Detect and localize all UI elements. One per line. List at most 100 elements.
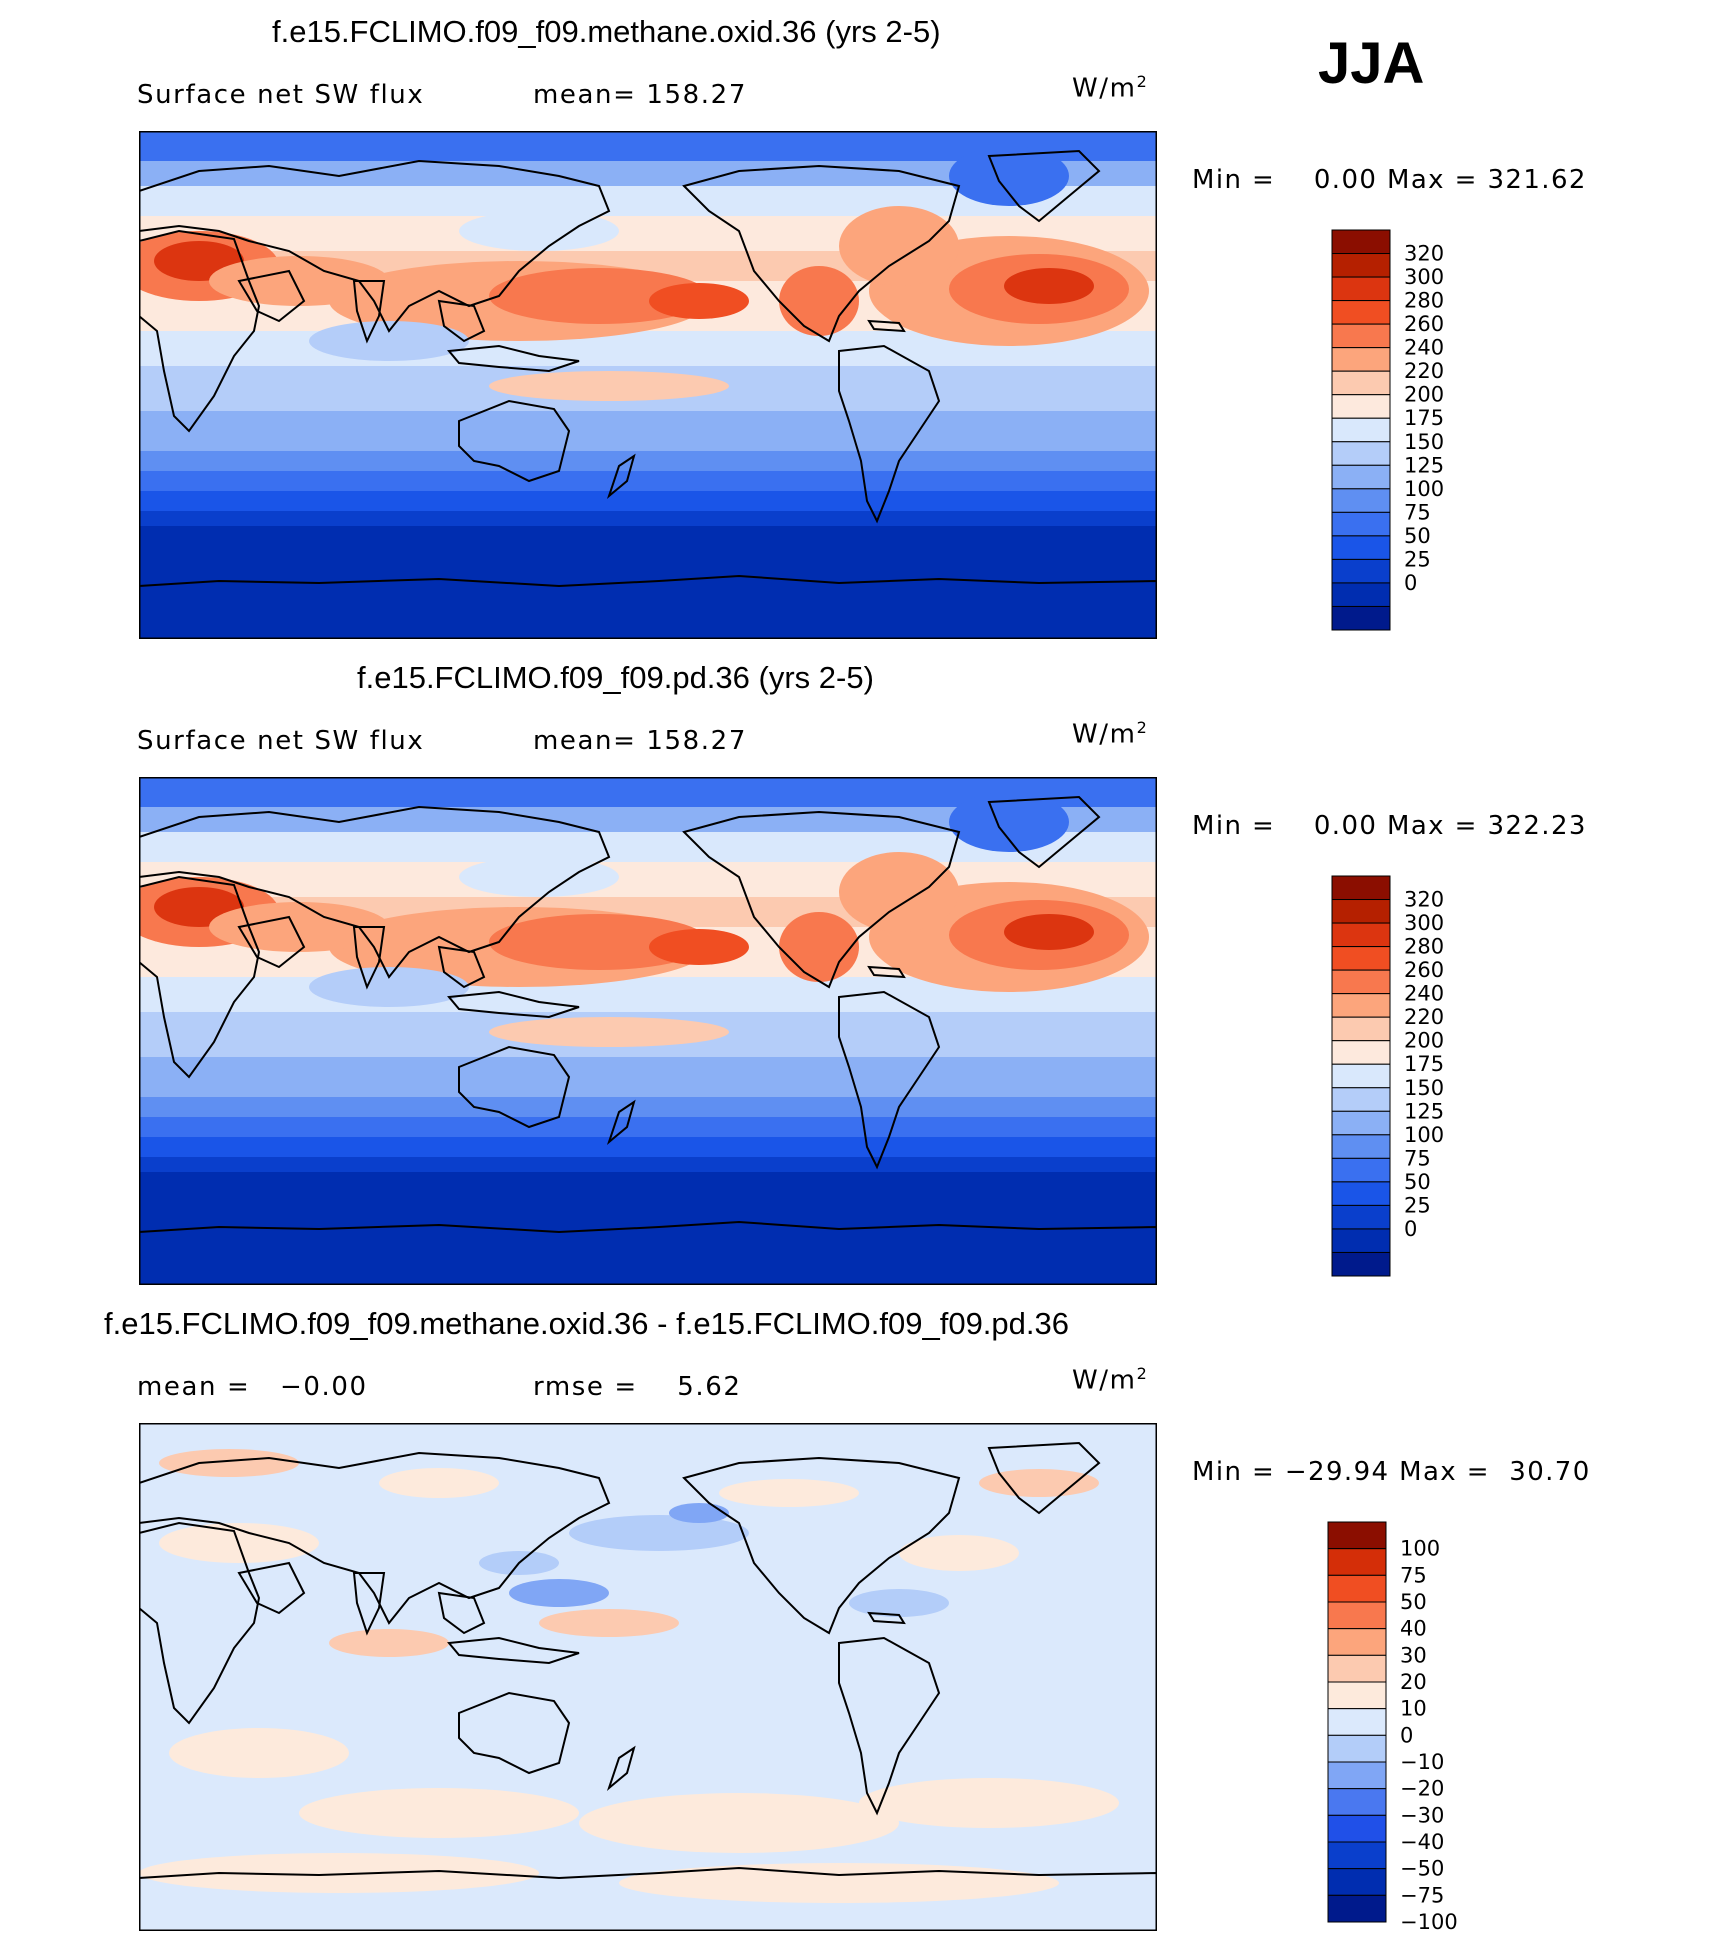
panel-3-rmse-label: rmse = 5.62 xyxy=(533,1372,742,1402)
panel-1-map xyxy=(139,131,1157,639)
panel-2-min-max: Min = 0.00 Max = 322.23 xyxy=(1192,811,1587,841)
colorbar-tick-label: 220 xyxy=(1404,359,1444,383)
colorbar-swatch xyxy=(1331,605,1391,631)
panel-2-map xyxy=(139,777,1157,1285)
panel-1-min-max: Min = 0.00 Max = 321.62 xyxy=(1192,165,1587,195)
colorbar-swatch xyxy=(1327,1814,1387,1843)
coastline-namerica xyxy=(682,1456,961,1635)
colorbar-swatch xyxy=(1331,993,1391,1018)
colorbar-swatch xyxy=(1331,1040,1391,1065)
colorbar-swatch xyxy=(1331,370,1391,396)
colorbar-tick-label: 150 xyxy=(1404,430,1444,454)
panel-2-title: f.e15.FCLIMO.f09_f09.pd.36 (yrs 2-5) xyxy=(357,660,874,695)
panel-3-min-max: Min = −29.94 Max = 30.70 xyxy=(1192,1457,1591,1487)
colorbar-swatch xyxy=(1327,1734,1387,1763)
coastline-nz xyxy=(606,1099,636,1146)
panel-1-mean-label: mean= 158.27 xyxy=(533,80,747,110)
coastline-caribbean xyxy=(867,1611,906,1625)
colorbar-swatch xyxy=(1331,1251,1391,1277)
colorbar-swatch xyxy=(1331,875,1391,901)
colorbar-swatch xyxy=(1331,464,1391,490)
panel-2-mean-label: mean= 158.27 xyxy=(533,726,747,756)
colorbar-swatch xyxy=(1327,1868,1387,1896)
coastline-antarctica xyxy=(139,1866,1157,1931)
coastline-indonesia xyxy=(447,1636,580,1665)
colorbar-swatch xyxy=(1331,1110,1391,1136)
colorbar-tick-label: 300 xyxy=(1404,265,1444,289)
coastline-eurasia xyxy=(139,159,611,333)
colorbar-swatch xyxy=(1331,323,1391,349)
colorbar-tick-label: −75 xyxy=(1400,1883,1444,1907)
panel-1-variable-label: Surface net SW flux xyxy=(137,80,425,110)
colorbar-tick-label: 300 xyxy=(1404,911,1444,935)
coastline-samerica xyxy=(838,344,941,524)
coastline-arabia xyxy=(237,1561,306,1615)
colorbar-swatch xyxy=(1331,1016,1391,1042)
colorbar-swatch xyxy=(1331,441,1391,466)
colorbar-tick-label: 25 xyxy=(1404,547,1431,571)
coastline-eurasia xyxy=(139,805,611,979)
colorbar-tick-label: 175 xyxy=(1404,1052,1444,1076)
panel-2-variable-label: Surface net SW flux xyxy=(137,726,425,756)
coastline-nz xyxy=(606,453,636,500)
coastline-namerica xyxy=(682,810,961,989)
colorbar-tick-label: 75 xyxy=(1404,500,1431,524)
colorbar-swatch xyxy=(1331,946,1391,971)
colorbar-tick-label: −30 xyxy=(1400,1803,1444,1827)
colorbar-swatch xyxy=(1331,488,1391,513)
colorbar-tick-label: 75 xyxy=(1400,1563,1427,1587)
coastline-seasia xyxy=(437,1591,486,1635)
colorbar-swatch xyxy=(1327,1681,1387,1710)
coastline-australia xyxy=(458,399,571,483)
colorbar-swatch xyxy=(1327,1601,1387,1630)
colorbar-tick-label: 75 xyxy=(1404,1146,1431,1170)
colorbar-swatch xyxy=(1331,535,1391,560)
coastline-samerica xyxy=(838,990,941,1170)
colorbar-swatch xyxy=(1331,253,1391,278)
colorbar-swatch xyxy=(1331,1087,1391,1112)
colorbar-swatch xyxy=(1331,1228,1391,1253)
colorbar-tick-label: 240 xyxy=(1404,982,1444,1006)
colorbar-swatch xyxy=(1327,1894,1387,1923)
colorbar-swatch xyxy=(1327,1788,1387,1816)
colorbar-tick-label: −20 xyxy=(1400,1777,1444,1801)
colorbar-swatch xyxy=(1331,511,1391,537)
panel-2-unit: W/m2 xyxy=(1072,718,1149,750)
coastline-india xyxy=(352,1572,386,1636)
coastline-samerica xyxy=(838,1636,941,1816)
colorbar-swatch xyxy=(1327,1548,1387,1576)
coastline-indonesia xyxy=(447,344,580,373)
coastline-greenland xyxy=(987,1441,1101,1515)
coastline-antarctica xyxy=(139,1220,1157,1285)
colorbar-tick-label: 150 xyxy=(1404,1076,1444,1100)
colorbar-swatch xyxy=(1331,417,1391,443)
colorbar-tick-label: −100 xyxy=(1400,1910,1458,1930)
coastline-namerica xyxy=(682,164,961,343)
colorbar-tick-label: 320 xyxy=(1404,888,1444,912)
coastline-seasia xyxy=(437,945,486,989)
colorbar-tick-label: −10 xyxy=(1400,1750,1444,1774)
colorbar-tick-label: 320 xyxy=(1404,242,1444,266)
colorbar-tick-label: 175 xyxy=(1404,406,1444,430)
colorbar-swatch xyxy=(1331,229,1391,255)
colorbar-swatch xyxy=(1327,1628,1387,1656)
colorbar-tick-label: 50 xyxy=(1400,1590,1427,1614)
colorbar-swatch xyxy=(1331,1063,1391,1089)
colorbar-swatch xyxy=(1331,1204,1391,1230)
colorbar-tick-label: 200 xyxy=(1404,383,1444,407)
colorbar-tick-label: 50 xyxy=(1404,524,1431,548)
coastline-australia xyxy=(458,1691,571,1775)
colorbar-swatch xyxy=(1327,1574,1387,1603)
colorbar-tick-label: 260 xyxy=(1404,312,1444,336)
coastline-africa xyxy=(139,229,261,433)
colorbar-tick-label: 40 xyxy=(1400,1617,1427,1641)
colorbar-tick-label: 220 xyxy=(1404,1005,1444,1029)
coastline-caribbean xyxy=(867,319,906,333)
coastline-indonesia xyxy=(447,990,580,1019)
colorbar-tick-label: 25 xyxy=(1404,1193,1431,1217)
colorbar-tick-label: 125 xyxy=(1404,453,1444,477)
colorbar-tick-label: −40 xyxy=(1400,1830,1444,1854)
colorbar-swatch xyxy=(1327,1708,1387,1736)
